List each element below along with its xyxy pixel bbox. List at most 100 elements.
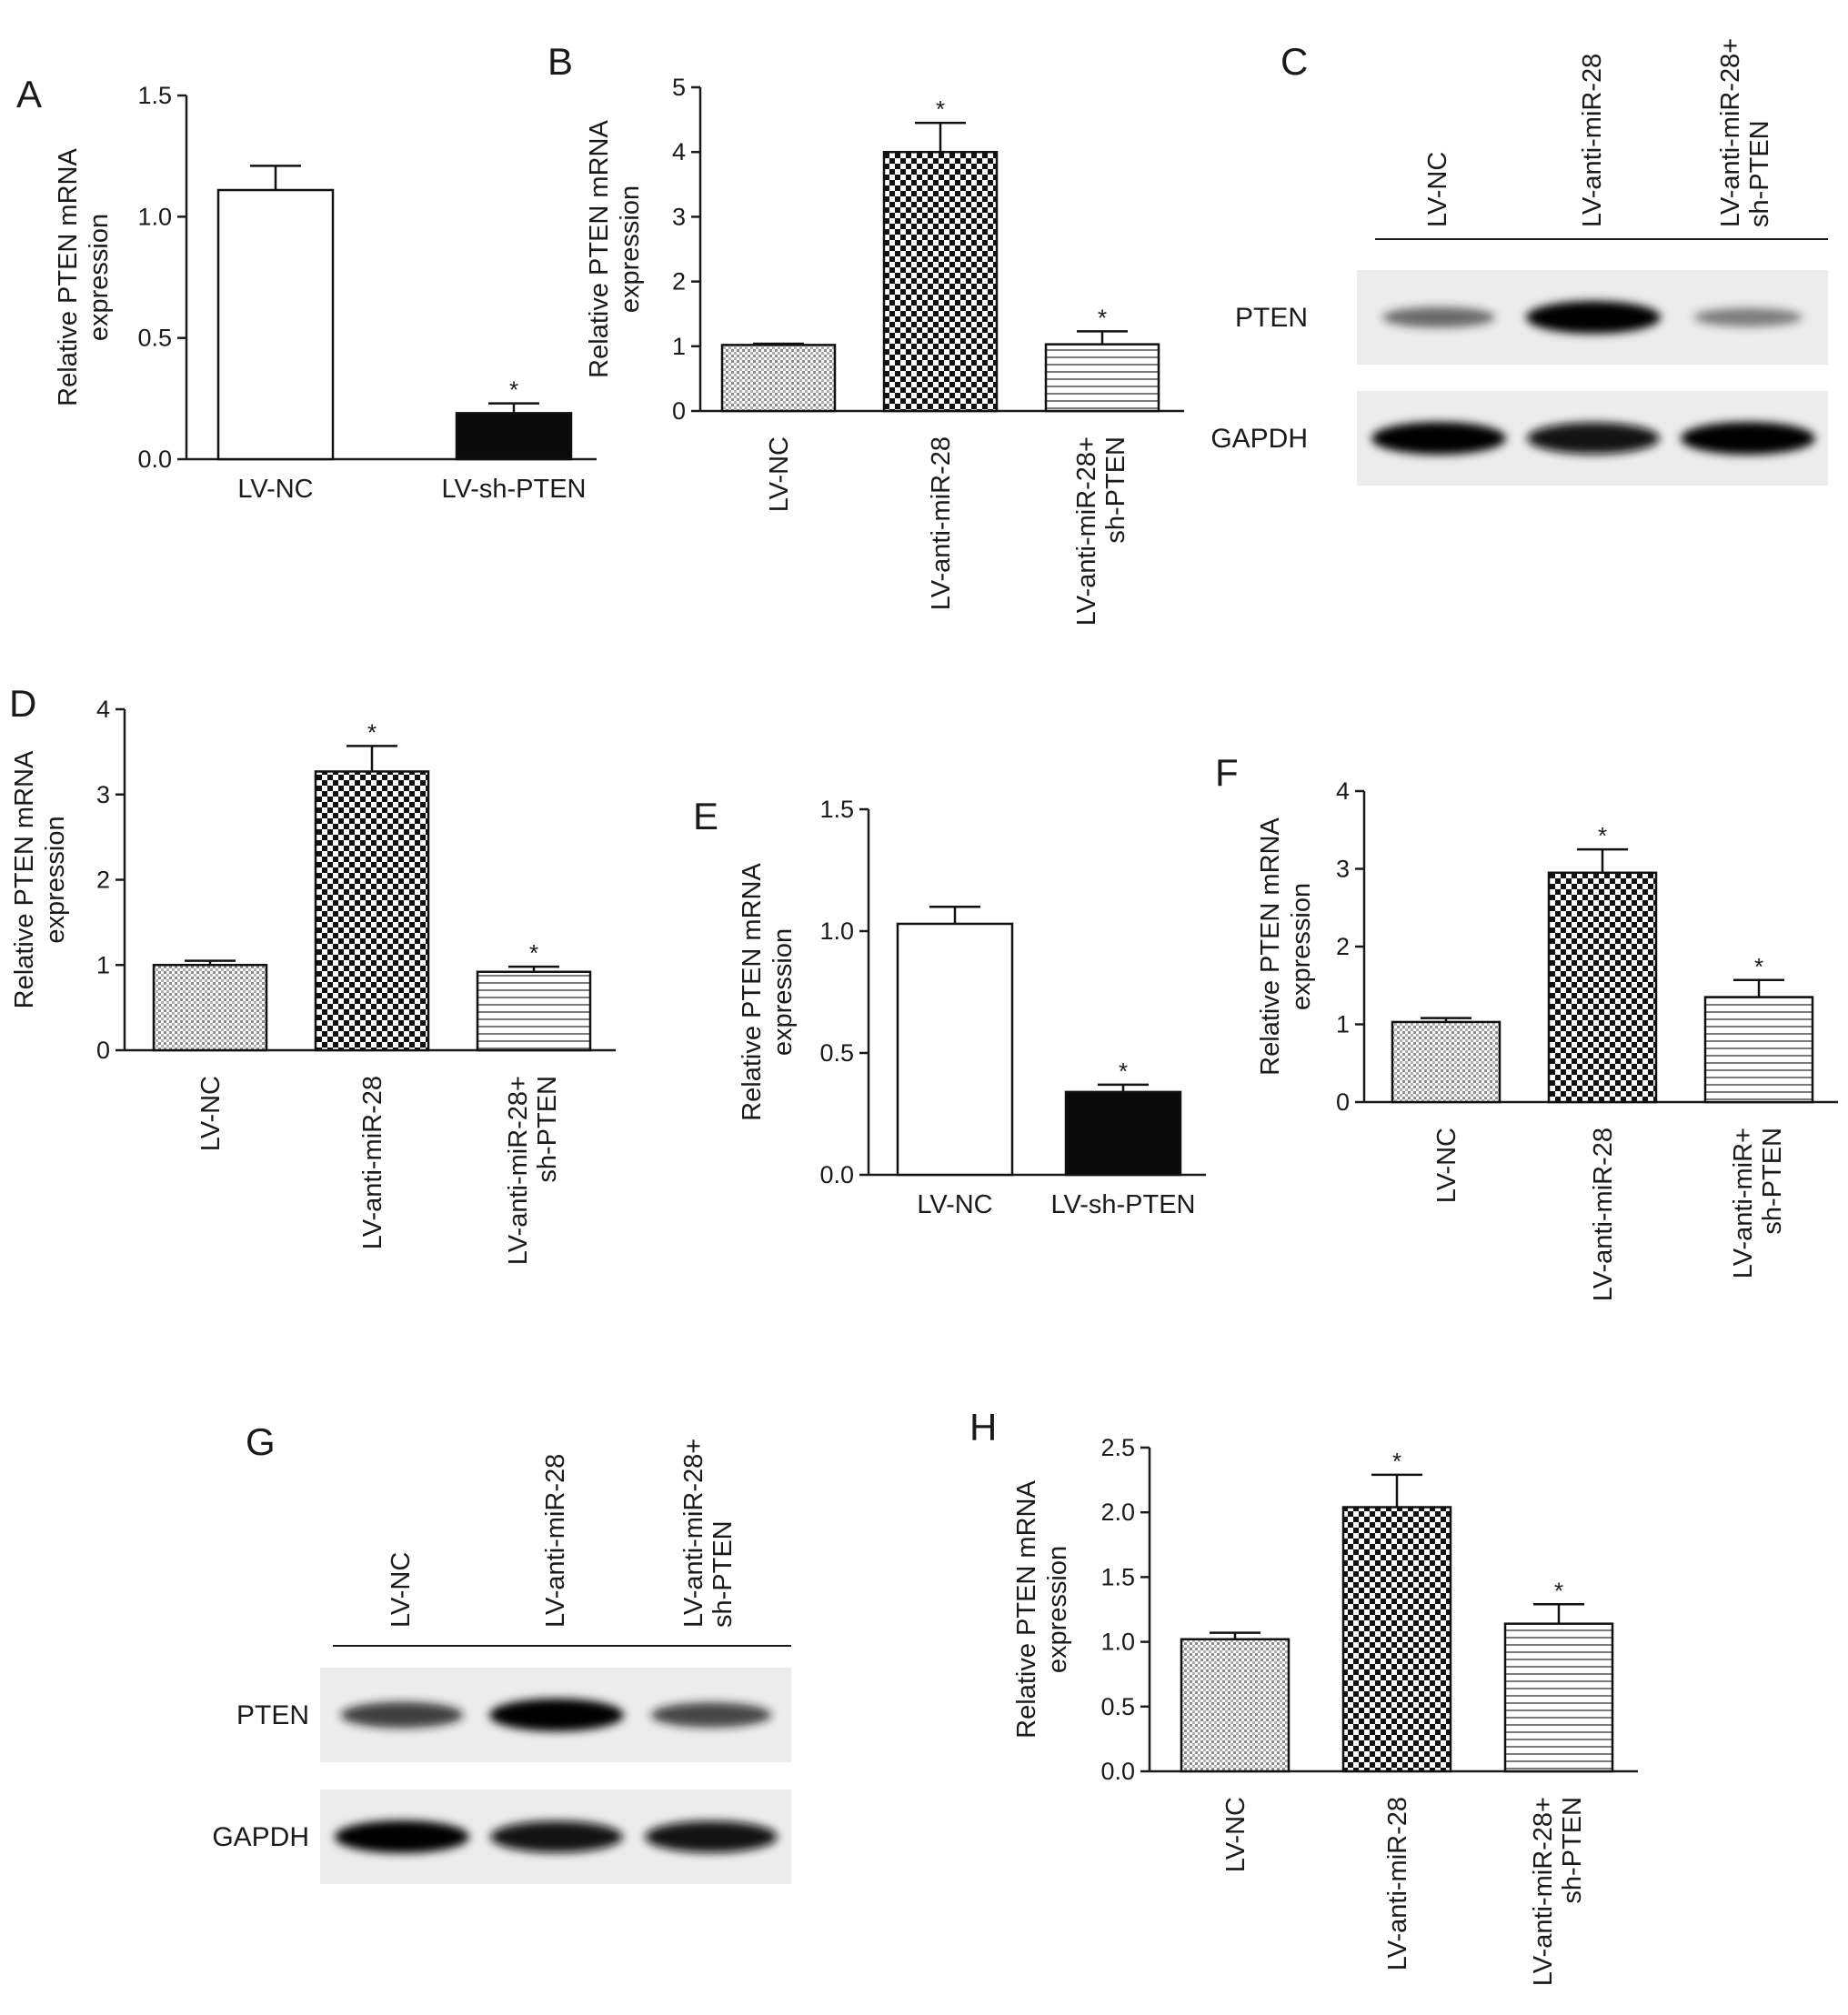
bar-chart-f: 0 1 2 3 4 Relative PTEN mRNAexpression LV-NC * L…	[1256, 777, 1838, 1301]
y-tick-label-e-2: 1.0	[819, 917, 854, 945]
blot-band-c-gapdh-0	[1371, 422, 1506, 455]
bar-a-0	[216, 188, 335, 461]
y-tick-label-b-2: 2	[672, 268, 686, 296]
bar-b-2	[1044, 343, 1160, 413]
bar-d-0	[152, 964, 268, 1052]
y-tick-label-h-4: 2.0	[1100, 1499, 1135, 1526]
category-label-d-1: LV-anti-miR-28	[358, 1076, 387, 1249]
y-tick-label-f-0: 0	[1336, 1088, 1350, 1116]
significance-star-b-1: *	[936, 95, 945, 123]
y-tick-label-a-2: 1.0	[137, 203, 172, 230]
blot-band-g-gapdh-0	[335, 1820, 469, 1853]
blot-band-c-pten-2	[1693, 307, 1803, 327]
y-tick-label-f-2: 2	[1336, 933, 1350, 960]
blot-lane-label-g-0: LV-NC	[387, 1552, 416, 1628]
panel-letter-e: E	[693, 795, 718, 837]
panel-letter-a: A	[16, 73, 42, 115]
bar-b-1	[882, 150, 999, 413]
y-tick-label-d-2: 2	[96, 867, 110, 894]
y-tick-label-b-0: 0	[672, 397, 686, 425]
blot-band-g-gapdh-2	[645, 1820, 778, 1853]
y-tick-label-a-3: 1.5	[137, 82, 172, 109]
bar-f-1	[1547, 871, 1658, 1104]
blot-band-label-c-1: GAPDH	[1210, 424, 1308, 454]
significance-star-e-1: *	[1119, 1058, 1128, 1085]
bar-b-0	[720, 344, 837, 413]
y-tick-label-h-0: 0.0	[1100, 1758, 1135, 1785]
category-label-h-1: LV-anti-miR-28	[1383, 1797, 1412, 1970]
significance-star-b-2: *	[1098, 304, 1107, 331]
y-tick-label-d-3: 3	[96, 781, 110, 808]
blot-lane-label-c-1: LV-anti-miR-28	[1578, 54, 1607, 227]
category-label-b-0: LV-NC	[765, 436, 794, 512]
category-label-d-0: LV-NC	[196, 1076, 226, 1151]
blot-band-label-g-1: GAPDH	[212, 1822, 309, 1852]
y-tick-label-h-1: 0.5	[1100, 1693, 1135, 1720]
category-label-e-0: LV-NC	[917, 1190, 992, 1219]
blot-band-label-g-0: PTEN	[236, 1700, 309, 1730]
bar-chart-h: 0.0 0.5 1.0 1.5 2.0 2.5 Relative PTEN mRNAexpr…	[1012, 1434, 1638, 1986]
blot-lane-label-g-2: LV-anti-miR-28+sh-PTEN	[679, 1439, 738, 1628]
y-tick-label-e-0: 0.0	[819, 1161, 854, 1188]
bar-d-1	[314, 770, 430, 1052]
y-axis-title-e: Relative PTEN mRNAexpression	[738, 863, 798, 1121]
significance-star-h-1: *	[1392, 1448, 1401, 1475]
y-tick-label-f-1: 1	[1336, 1011, 1350, 1038]
y-tick-label-h-3: 1.5	[1100, 1563, 1135, 1590]
bar-h-2	[1503, 1622, 1614, 1773]
significance-star-f-2: *	[1754, 953, 1763, 980]
category-label-d-2: LV-anti-miR-28+sh-PTEN	[504, 1076, 562, 1265]
bar-e-0	[896, 922, 1014, 1177]
y-tick-label-a-0: 0.0	[137, 446, 172, 473]
panel-letter-c: C	[1281, 40, 1308, 83]
category-label-a-0: LV-NC	[237, 475, 313, 504]
y-axis-title-b: Relative PTEN mRNAexpression	[585, 120, 645, 378]
y-axis-title-d: Relative PTEN mRNAexpression	[10, 750, 70, 1008]
y-tick-label-b-3: 3	[672, 203, 686, 230]
y-tick-label-h-5: 2.5	[1100, 1434, 1135, 1461]
blot-band-g-pten-1	[489, 1699, 624, 1731]
blot-lane-label-c-0: LV-NC	[1423, 152, 1452, 227]
blot-band-c-pten-1	[1526, 301, 1661, 334]
bar-f-2	[1703, 996, 1814, 1104]
category-label-b-1: LV-anti-miR-28	[927, 436, 956, 610]
western-blot-c: LV-NC LV-anti-miR-28 LV-anti-miR-28+sh-PTE…	[1210, 38, 1828, 486]
y-tick-label-b-5: 5	[672, 74, 686, 101]
blot-band-c-gapdh-2	[1681, 422, 1815, 455]
y-axis-title-a: Relative PTEN mRNAexpression	[54, 148, 114, 406]
panel-letter-b: B	[547, 40, 573, 83]
bar-chart-a: 0.0 0.5 1.0 1.5 Relative PTEN mRNAexpression…	[54, 82, 597, 504]
panel-letter-f: F	[1215, 751, 1239, 794]
bar-h-0	[1180, 1638, 1291, 1773]
y-tick-label-d-4: 4	[96, 696, 110, 723]
category-label-h-0: LV-NC	[1221, 1797, 1250, 1872]
panel-letter-h: H	[969, 1406, 997, 1449]
category-label-b-2: LV-anti-miR-28+sh-PTEN	[1072, 436, 1130, 626]
bar-e-1	[1064, 1090, 1182, 1177]
significance-star-f-1: *	[1598, 822, 1607, 849]
panel-letter-d: D	[9, 682, 36, 725]
bar-chart-b: 0 1 2 3 4 5 Relative PTEN mRNAexpression LV-NC *…	[585, 74, 1184, 626]
y-tick-label-d-0: 0	[96, 1037, 110, 1064]
significance-star-d-1: *	[367, 718, 377, 746]
significance-star-d-2: *	[529, 939, 538, 967]
category-label-a-1: LV-sh-PTEN	[441, 475, 586, 504]
blot-band-g-pten-0	[340, 1701, 464, 1729]
category-label-f-2: LV-anti-miR+sh-PTEN	[1729, 1128, 1787, 1278]
blot-band-g-gapdh-1	[490, 1820, 623, 1853]
category-label-f-0: LV-NC	[1432, 1128, 1461, 1203]
panel-letter-g: G	[246, 1420, 276, 1463]
bar-chart-d: 0 1 2 3 4 Relative PTEN mRNAexpression LV-NC * L…	[10, 696, 616, 1265]
y-tick-label-b-4: 4	[672, 138, 686, 165]
y-tick-label-d-1: 1	[96, 951, 110, 978]
significance-star-h-2: *	[1554, 1577, 1563, 1604]
bar-d-2	[476, 970, 592, 1052]
y-tick-label-e-3: 1.5	[819, 796, 854, 823]
significance-star-a-1: *	[509, 376, 518, 404]
bar-chart-e: 0.0 0.5 1.0 1.5 Relative PTEN mRNAexpression…	[738, 796, 1206, 1219]
y-tick-label-b-1: 1	[672, 333, 686, 360]
y-tick-label-h-2: 1.0	[1100, 1629, 1135, 1656]
y-tick-label-a-1: 0.5	[137, 325, 172, 352]
blot-lane-label-c-2: LV-anti-miR-28+sh-PTEN	[1716, 38, 1774, 227]
